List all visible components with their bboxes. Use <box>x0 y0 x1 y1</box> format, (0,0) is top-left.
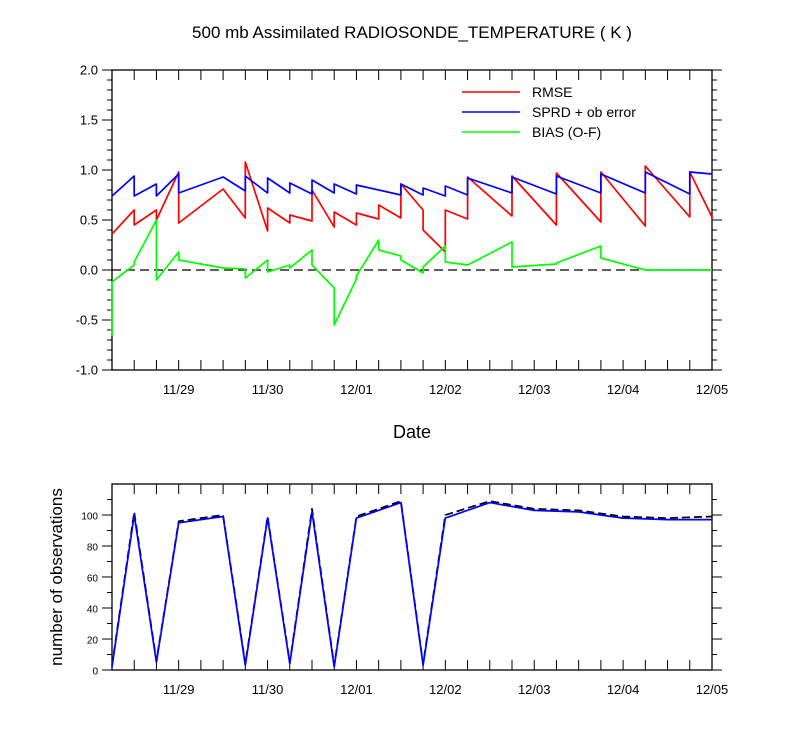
legend-label-rmse: RMSE <box>532 84 572 100</box>
legend-label-bias: BIAS (O-F) <box>532 124 601 140</box>
x-tick-label-11-29: 11/29 <box>163 382 195 397</box>
x-tick-label-12-01: 12/01 <box>340 682 373 697</box>
x-tick-label-12-05: 12/05 <box>696 382 729 397</box>
legend: RMSE SPRD + ob error BIAS (O-F) <box>462 84 636 140</box>
y-tick-label-100: 100 <box>81 512 98 523</box>
x-tick-label-12-02: 12/02 <box>429 382 462 397</box>
legend-label-sprd: SPRD + ob error <box>532 104 636 120</box>
series-line-bias-o-f <box>111 219 712 336</box>
y-tick-label-60: 60 <box>87 574 99 585</box>
y-axis-label-bottom: number of observations <box>47 488 66 666</box>
y-tick-label-0: 0 <box>92 667 98 678</box>
series-line-rmse <box>111 161 713 253</box>
series-line-observations-assimilated <box>111 501 712 668</box>
x-tick-label-12-01: 12/01 <box>340 382 373 397</box>
x-tick-label-12-05: 12/05 <box>696 682 729 697</box>
x-tick-label-11-29: 11/29 <box>163 682 195 697</box>
x-tick-label-11-30: 11/30 <box>252 382 284 397</box>
top-plot: 11/29 11/30 12/01 12/02 12/03 12/04 12/05 -1.0 -… <box>76 63 729 398</box>
y-tick-label-1-0: -1.0 <box>76 363 98 378</box>
bottom-plot: 11/29 11/30 12/01 12/02 12/03 12/04 12/05 0 20 40… <box>81 483 729 697</box>
y-tick-label-20: 20 <box>87 636 99 647</box>
chart-title: 500 mb Assimilated RADIOSONDE_TEMPERATUR… <box>192 23 632 42</box>
y-tick-label-0-0: 0.0 <box>80 263 98 278</box>
y-tick-label-80: 80 <box>87 543 99 554</box>
x-tick-label-11-30: 11/30 <box>252 682 284 697</box>
x-axis-label: Date <box>393 422 431 442</box>
x-tick-label-12-04: 12/04 <box>607 682 640 697</box>
x-tick-label-12-03: 12/03 <box>518 682 551 697</box>
y-tick-label-0-5: -0.5 <box>76 313 98 328</box>
y-tick-label-1-5: 1.5 <box>80 113 98 128</box>
x-tick-label-12-03: 12/03 <box>518 382 551 397</box>
x-tick-label-12-02: 12/02 <box>429 682 462 697</box>
y-tick-label-0-5: 0.5 <box>80 213 98 228</box>
y-tick-label-40: 40 <box>87 605 99 616</box>
series-line-sprd-ob-error <box>111 171 713 197</box>
x-tick-label-12-04: 12/04 <box>607 382 640 397</box>
y-tick-label-2-0: 2.0 <box>80 63 98 78</box>
y-tick-label-1-0: 1.0 <box>80 163 98 178</box>
